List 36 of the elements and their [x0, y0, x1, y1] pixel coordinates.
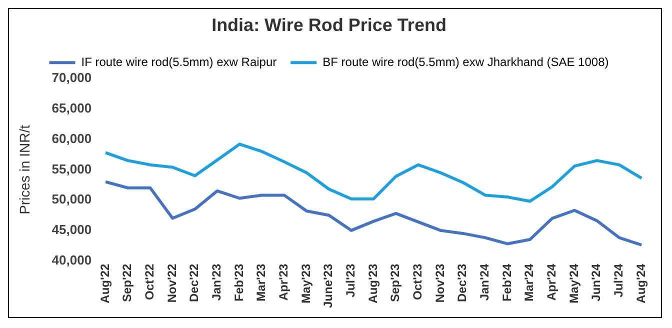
x-tick-label: Jul'23 [344, 263, 358, 298]
x-tick-label: Jul'24 [612, 263, 626, 298]
x-tick-label: May'24 [566, 263, 581, 304]
y-tick-label: 65,000 [52, 100, 92, 116]
chart-title: India: Wire Rod Price Trend [212, 14, 446, 35]
x-tick-label: Aug'23 [366, 263, 380, 304]
legend-label: IF route wire rod(5.5mm) exw Raipur [81, 54, 277, 69]
y-tick-label: 50,000 [52, 192, 92, 207]
y-tick-label: 70,000 [52, 70, 92, 86]
x-tick-label: Sep'23 [388, 263, 402, 302]
x-tick-label: Apr'24 [544, 263, 559, 301]
x-tick-label: Nov'22 [164, 263, 179, 303]
y-tick-label: 60,000 [52, 130, 92, 146]
y-tick-label: 45,000 [52, 222, 92, 238]
x-tick-label: Jun'24 [589, 263, 604, 302]
x-tick-label: Aug'22 [98, 263, 112, 304]
x-tick-label: Aug'24 [634, 263, 648, 304]
y-tick-label: 40,000 [52, 252, 92, 268]
x-tick-label: Mar'24 [522, 263, 536, 302]
x-tick-label: June'23 [321, 263, 336, 308]
x-tick-label: Jan'23 [210, 263, 224, 301]
x-tick-label: Dec'22 [187, 263, 202, 302]
x-tick-label: Oct'22 [142, 263, 157, 300]
x-tick-label: Sep'22 [120, 263, 134, 302]
x-tick-label: Mar'23 [254, 263, 268, 302]
x-tick-label: Dec'23 [455, 263, 470, 302]
x-tick-label: Nov'23 [432, 263, 447, 303]
x-tick-label: Oct'23 [410, 263, 425, 300]
y-tick-label: 55,000 [52, 161, 92, 176]
x-tick-label: May'23 [298, 263, 313, 304]
legend-label: BF route wire rod(5.5mm) exw Jharkhand (SAE 1008) [322, 54, 609, 69]
x-tick-label: Jan'24 [478, 263, 492, 301]
x-tick-label: Feb'24 [500, 263, 514, 302]
x-tick-label: Feb'23 [232, 263, 246, 302]
x-tick-label: Apr'23 [276, 263, 291, 301]
y-axis-title: Prices in INR/t [16, 124, 32, 214]
